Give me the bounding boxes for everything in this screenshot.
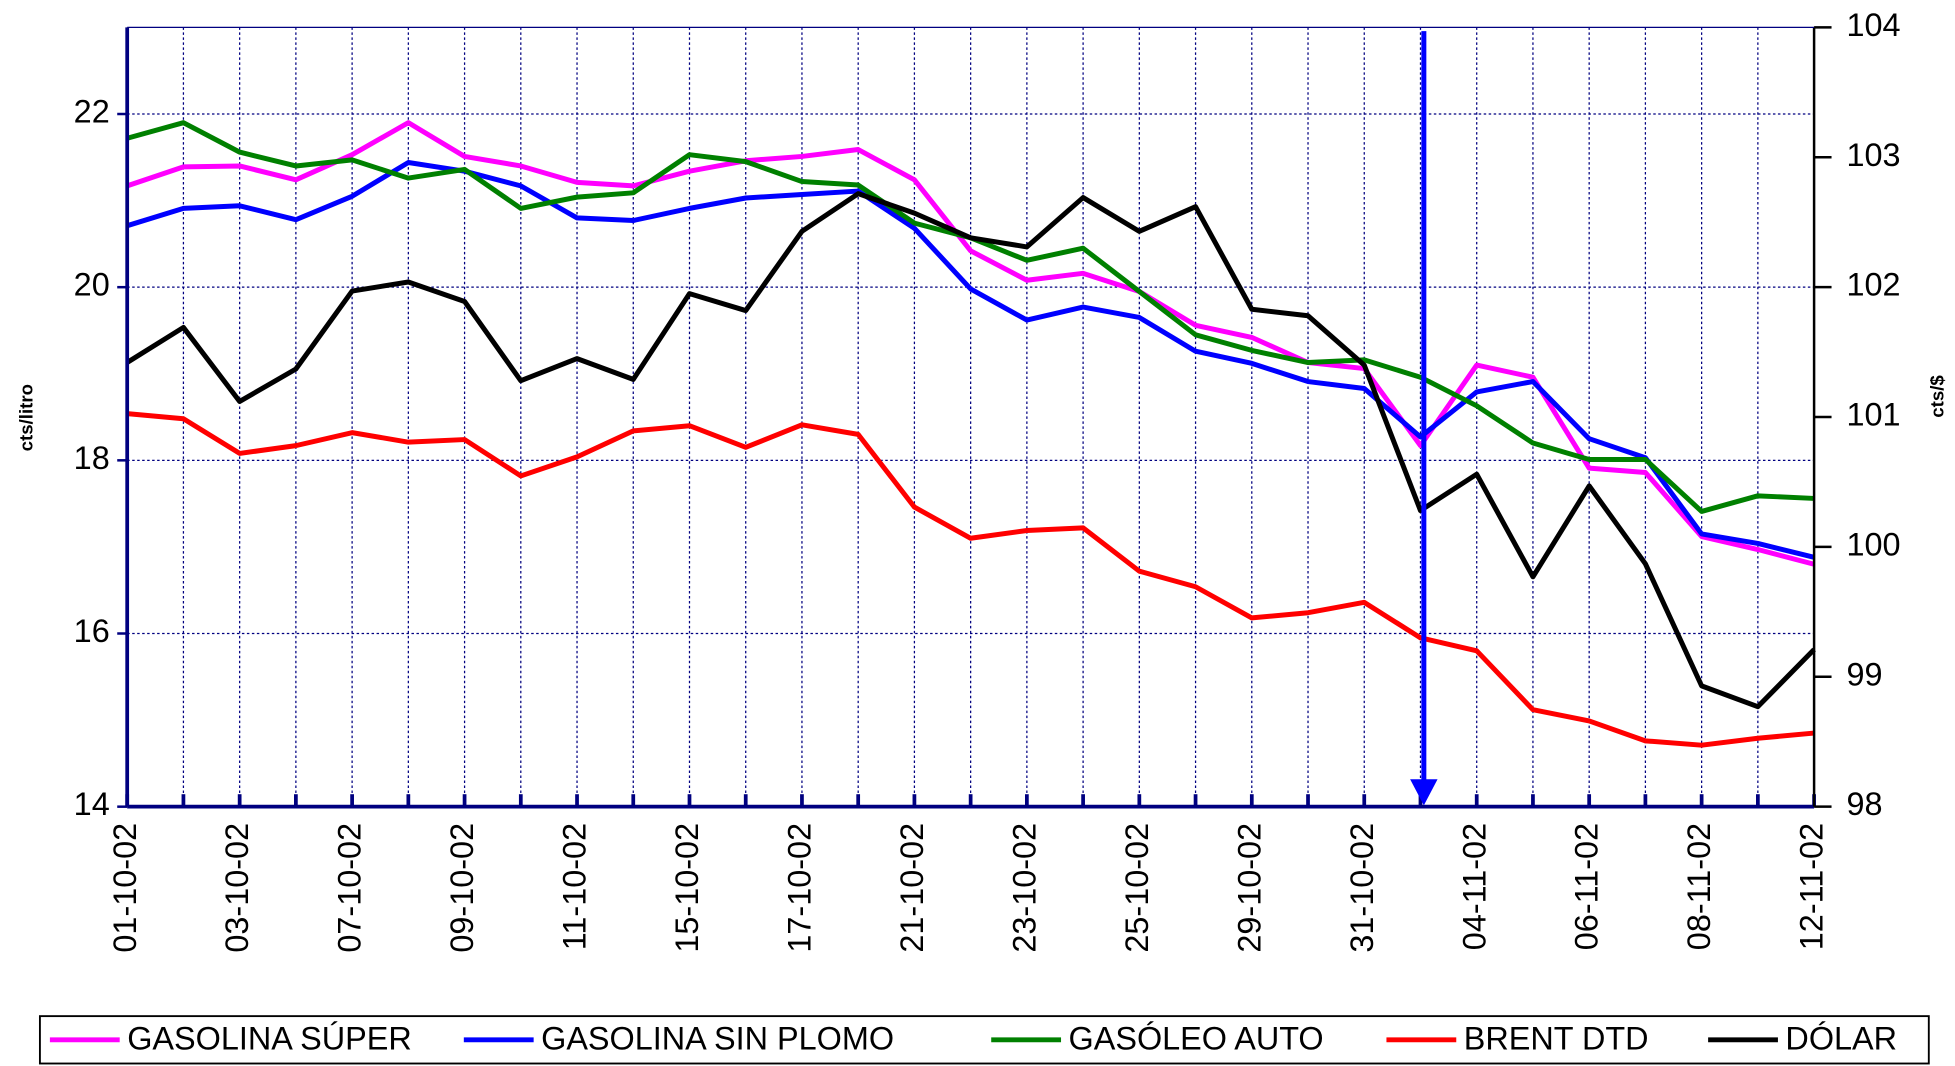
y2-tick-label: 99: [1847, 656, 1883, 692]
x-tick-label: 15-10-02: [669, 823, 705, 953]
x-tick-label: 06-11-02: [1569, 823, 1605, 950]
y-axis-label: cts/litro: [15, 384, 36, 451]
annotation-arrow: [1410, 31, 1438, 806]
legend: GASOLINA SÚPER GASOLINA SIN PLOMO GASÓLEO …: [49, 1020, 1897, 1057]
x-tick-label: 29-10-02: [1231, 823, 1267, 953]
legend-box: [38, 1015, 1930, 1065]
x-tick-label: 17-10-02: [782, 823, 818, 953]
x-tick-label: 09-10-02: [444, 823, 480, 953]
x-tick-label: 25-10-02: [1119, 823, 1155, 953]
y-tick-label: 16: [74, 613, 110, 649]
plot: [125, 120, 1816, 748]
x-tick-label: 03-10-02: [219, 823, 255, 953]
x-tick-label: 07-10-02: [332, 823, 368, 953]
x-tick-label: 31-10-02: [1344, 823, 1380, 953]
legend-label: DÓLAR: [1785, 1020, 1897, 1057]
y2-tick-label: 100: [1847, 526, 1901, 562]
y2-tick-label: 103: [1847, 137, 1901, 173]
x-tick-label: 04-11-02: [1456, 823, 1492, 950]
y-tick-label: 14: [74, 786, 110, 822]
arrow-head: [1410, 779, 1438, 806]
legend-label: GASOLINA SIN PLOMO: [541, 1021, 894, 1057]
y2-axis-label: cts/$: [1927, 375, 1948, 418]
series-line: [126, 160, 1815, 560]
y2-tick-label: 102: [1847, 267, 1901, 303]
legend-label: GASÓLEO AUTO: [1069, 1020, 1324, 1057]
series-line: [126, 411, 1815, 748]
y-tick-label: 22: [74, 94, 110, 130]
y-tick-label: 18: [74, 440, 110, 476]
x-tick-label: 01-10-02: [107, 823, 143, 953]
y-tick-label: 20: [74, 267, 110, 303]
x-tick-label: 23-10-02: [1006, 823, 1042, 953]
axes: 01-10-02 03-10-02 07-10-02 09-10-02 11-10-02…: [74, 7, 1901, 953]
grid: [127, 27, 1815, 807]
x-tick-label: 08-11-02: [1681, 823, 1717, 950]
y2-tick-label: 104: [1847, 7, 1901, 43]
y2-tick-label: 101: [1847, 397, 1901, 433]
series-line: [126, 120, 1815, 567]
legend-label: BRENT DTD: [1464, 1021, 1649, 1057]
x-tick-label: 21-10-02: [894, 823, 930, 953]
x-tick-label: 12-11-02: [1794, 823, 1830, 950]
y2-tick-label: 98: [1847, 786, 1883, 822]
legend-label: GASOLINA SÚPER: [127, 1020, 412, 1057]
series-line: [125, 191, 1816, 710]
x-tick-label: 11-10-02: [557, 823, 593, 950]
